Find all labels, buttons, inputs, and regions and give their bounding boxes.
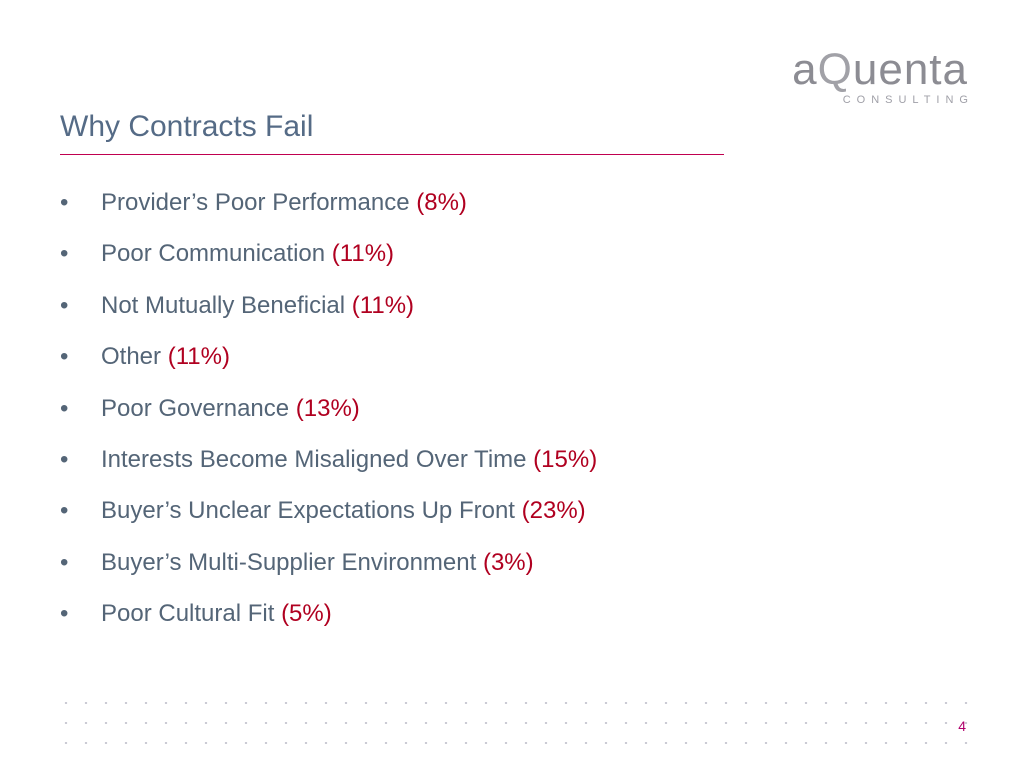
bullet-text: Buyer’s Multi-Supplier Environment (3%)	[101, 544, 534, 582]
bullet-text: Poor Cultural Fit (5%)	[101, 595, 332, 633]
page-number: 4	[958, 718, 966, 734]
reason-percentage: (11%)	[167, 343, 230, 371]
slide-title: Why Contracts Fail	[60, 110, 314, 143]
bullet-icon: •	[60, 291, 69, 319]
bullet-icon: •	[60, 548, 69, 576]
title-divider	[60, 154, 724, 155]
bullet-text: Interests Become Misaligned Over Time (1…	[101, 441, 597, 479]
dot-row	[56, 722, 968, 724]
aquenta-logo: aQuenta CONSULTING	[768, 44, 968, 106]
reason-percentage: (3%)	[482, 548, 534, 576]
logo-letter-q: Q	[817, 45, 853, 94]
reason-label: Buyer’s Multi-Supplier Environment	[101, 548, 477, 576]
reason-label: Buyer’s Unclear Expectations Up Front	[101, 497, 515, 525]
logo-letter-a: a	[792, 45, 818, 94]
bullet-icon: •	[60, 394, 69, 422]
dot-row	[56, 742, 968, 744]
bullet-text: Poor Communication (11%)	[101, 235, 394, 273]
logo-subtitle: CONSULTING	[842, 94, 974, 106]
reason-label: Other	[101, 343, 162, 371]
reason-label: Poor Governance	[101, 394, 290, 422]
reason-percentage: (15%)	[533, 445, 598, 473]
footer-dot-pattern	[56, 702, 968, 750]
bullet-icon: •	[60, 600, 69, 628]
bullet-icon: •	[60, 445, 69, 473]
reason-label: Not Mutually Beneficial	[101, 291, 346, 319]
bullet-icon: •	[60, 240, 69, 268]
logo-letters-rest: uenta	[852, 45, 968, 94]
logo-wordmark: aQuenta	[768, 44, 968, 96]
bullet-icon: •	[60, 497, 69, 525]
bullet-icon: •	[60, 343, 69, 371]
reason-label: Poor Cultural Fit	[101, 600, 275, 628]
reason-label: Provider’s Poor Performance	[101, 189, 410, 216]
reason-percentage: (8%)	[416, 189, 467, 216]
bullet-text: Provider’s Poor Performance (8%)	[101, 184, 467, 222]
bullet-text: Poor Governance (13%)	[101, 390, 360, 428]
reason-label: Interests Become Misaligned Over Time	[101, 445, 527, 473]
bullet-icon: •	[60, 189, 69, 216]
bullet-text: Buyer’s Unclear Expectations Up Front (2…	[101, 492, 586, 530]
bullet-text: Other (11%)	[101, 338, 230, 376]
reason-label: Poor Communication	[101, 240, 326, 268]
reason-percentage: (5%)	[281, 600, 332, 628]
bullet-text: Not Mutually Beneficial (11%)	[101, 287, 414, 325]
reason-percentage: (13%)	[295, 394, 360, 422]
dot-row	[56, 702, 968, 704]
reason-percentage: (11%)	[351, 291, 415, 319]
reason-percentage: (11%)	[331, 240, 395, 268]
reason-percentage: (23%)	[521, 497, 586, 525]
